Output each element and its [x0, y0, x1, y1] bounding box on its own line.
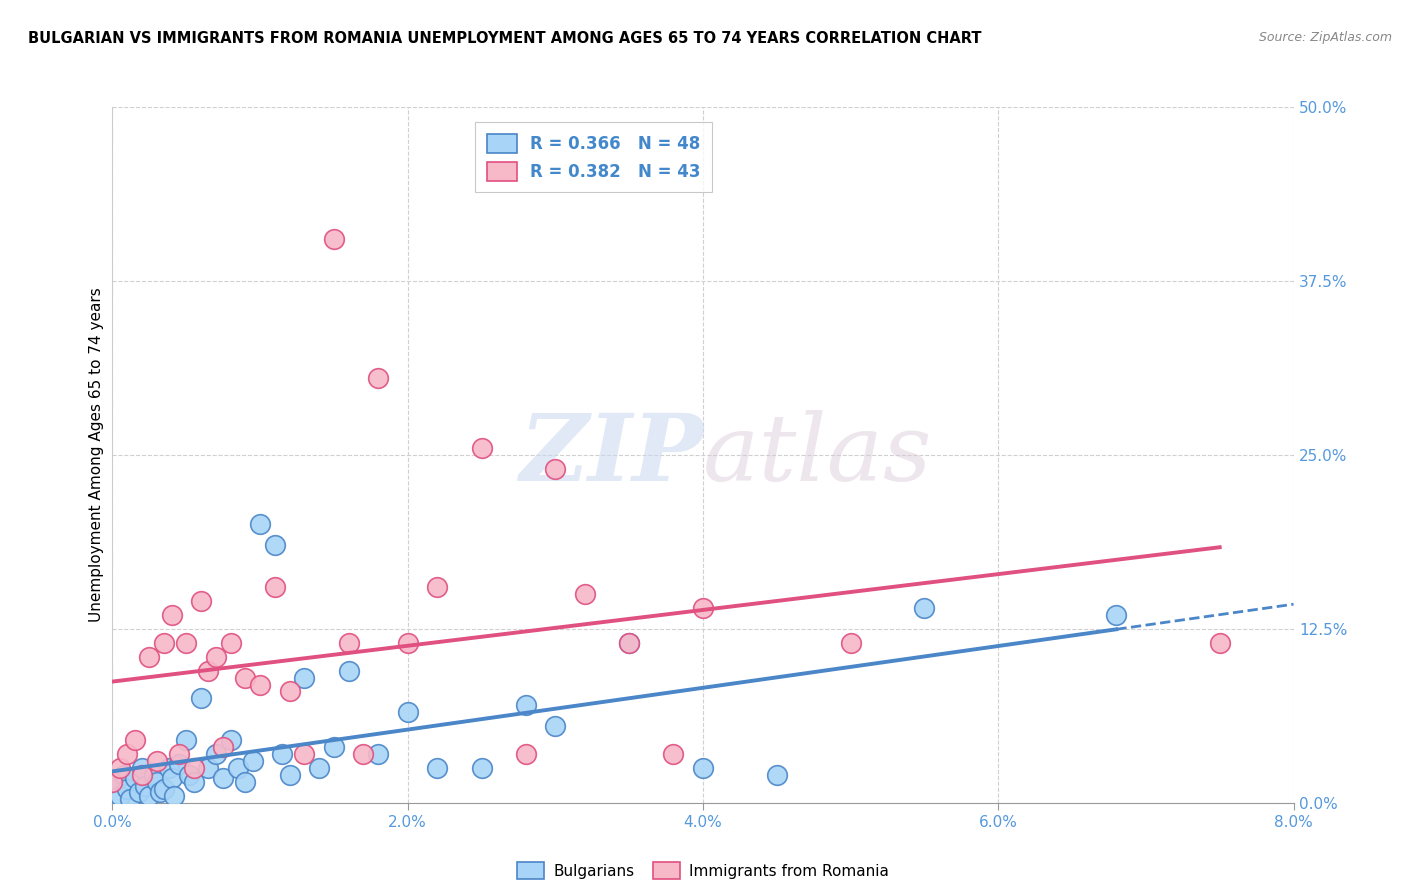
Point: [337, 664, 360, 678]
Point: [278, 768, 301, 782]
Point: [212, 740, 235, 755]
Point: [352, 747, 374, 761]
Point: [226, 761, 249, 775]
Point: [544, 462, 567, 476]
Point: [515, 747, 537, 761]
Point: [574, 587, 596, 601]
Point: [308, 761, 330, 775]
Point: [179, 768, 201, 782]
Point: [292, 747, 315, 761]
Point: [190, 691, 212, 706]
Point: [153, 781, 176, 796]
Point: [692, 761, 714, 775]
Point: [426, 580, 449, 594]
Point: [149, 785, 172, 799]
Point: [426, 761, 449, 775]
Point: [160, 607, 183, 622]
Point: [101, 775, 124, 789]
Point: [183, 761, 205, 775]
Point: [197, 761, 219, 775]
Point: [134, 779, 156, 793]
Point: [205, 747, 228, 761]
Point: [242, 754, 264, 768]
Point: [249, 677, 271, 691]
Point: [174, 733, 197, 747]
Text: ZIP: ZIP: [519, 410, 703, 500]
Point: [1105, 607, 1128, 622]
Point: [470, 761, 494, 775]
Point: [101, 775, 124, 789]
Point: [212, 771, 235, 785]
Point: [160, 771, 183, 785]
Point: [619, 636, 641, 650]
Point: [337, 636, 360, 650]
Point: [142, 768, 165, 782]
Point: [138, 789, 160, 803]
Point: [112, 768, 135, 782]
Point: [233, 775, 256, 789]
Point: [124, 733, 146, 747]
Point: [323, 740, 346, 755]
Point: [396, 706, 419, 720]
Point: [157, 761, 180, 775]
Point: [163, 789, 186, 803]
Point: [117, 781, 138, 796]
Text: Source: ZipAtlas.com: Source: ZipAtlas.com: [1258, 31, 1392, 45]
Point: [128, 785, 150, 799]
Point: [146, 754, 169, 768]
Point: [153, 636, 176, 650]
Point: [367, 747, 389, 761]
Point: [264, 580, 287, 594]
Point: [233, 671, 256, 685]
Point: [219, 733, 242, 747]
Point: [190, 594, 212, 608]
Point: [396, 636, 419, 650]
Point: [138, 649, 160, 664]
Point: [131, 761, 153, 775]
Point: [131, 768, 153, 782]
Point: [692, 601, 714, 615]
Y-axis label: Unemployment Among Ages 65 to 74 years: Unemployment Among Ages 65 to 74 years: [89, 287, 104, 623]
Point: [167, 747, 190, 761]
Point: [197, 664, 219, 678]
Point: [108, 761, 131, 775]
Point: [205, 649, 228, 664]
Text: BULGARIAN VS IMMIGRANTS FROM ROMANIA UNEMPLOYMENT AMONG AGES 65 TO 74 YEARS CORR: BULGARIAN VS IMMIGRANTS FROM ROMANIA UNE…: [28, 31, 981, 46]
Point: [292, 671, 315, 685]
Point: [662, 747, 685, 761]
Point: [174, 636, 197, 650]
Point: [117, 747, 138, 761]
Point: [249, 517, 271, 532]
Point: [183, 775, 205, 789]
Point: [323, 232, 346, 246]
Point: [271, 747, 294, 761]
Text: atlas: atlas: [703, 410, 932, 500]
Point: [278, 684, 301, 698]
Point: [108, 789, 131, 803]
Point: [914, 601, 936, 615]
Point: [766, 768, 789, 782]
Point: [619, 636, 641, 650]
Point: [839, 636, 862, 650]
Point: [219, 636, 242, 650]
Point: [167, 756, 190, 771]
Point: [470, 441, 494, 455]
Point: [124, 771, 146, 785]
Point: [120, 791, 142, 805]
Point: [264, 538, 287, 552]
Point: [146, 775, 169, 789]
Point: [544, 719, 567, 733]
Legend: Bulgarians, Immigrants from Romania: Bulgarians, Immigrants from Romania: [510, 855, 896, 886]
Point: [515, 698, 537, 713]
Point: [1208, 636, 1232, 650]
Point: [367, 371, 389, 385]
